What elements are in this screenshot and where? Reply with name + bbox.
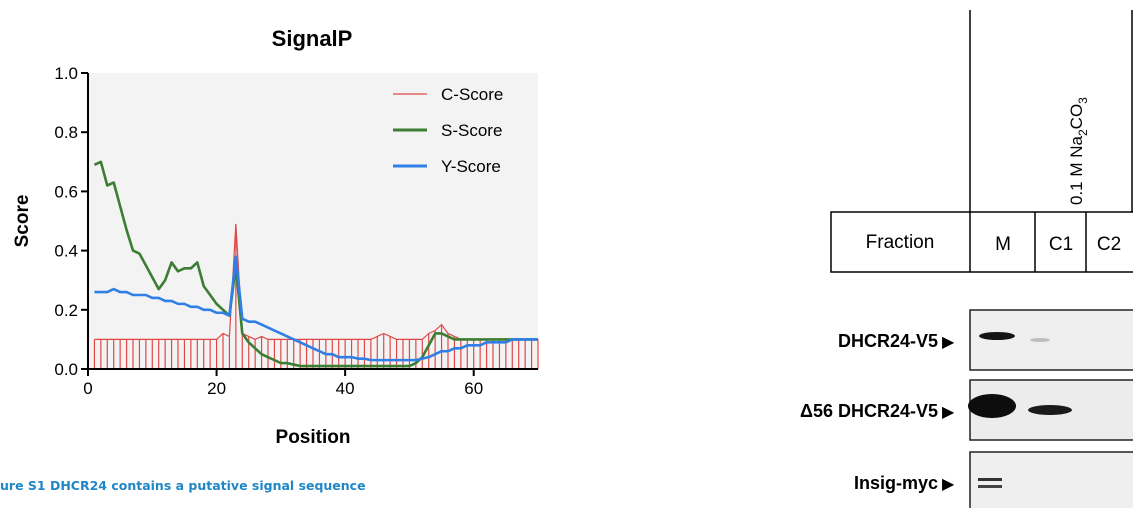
y-tick-label: 1.0 xyxy=(54,64,78,83)
lane-label-m: M xyxy=(995,234,1011,255)
western-blot-panel: 0.1 M Na2CO3 Fraction M C1 C2 DHCR24-V5 … xyxy=(800,10,1133,508)
x-axis-ticks: 0 20 40 60 xyxy=(83,369,483,398)
band-dhcr24-c1 xyxy=(1030,338,1050,342)
y-tick-label: 0.4 xyxy=(54,242,78,261)
legend-label-s-score: S-Score xyxy=(441,121,502,140)
y-axis-ticks: 0.0 0.2 0.4 0.6 0.8 1.0 xyxy=(54,64,88,379)
x-tick-label: 40 xyxy=(336,379,355,398)
band-insig-m-1 xyxy=(978,478,1002,481)
blot-strip-1 xyxy=(969,309,1133,371)
y-axis-label: Score xyxy=(12,195,33,248)
y-tick-label: 0.0 xyxy=(54,360,78,379)
figure-caption: ure S1 DHCR24 contains a putative signal… xyxy=(0,478,366,493)
x-tick-label: 20 xyxy=(207,379,226,398)
row-arrow-insig: ▶ xyxy=(942,474,955,493)
band-insig-m-2 xyxy=(978,485,1002,488)
row-label-dhcr24: DHCR24-V5 xyxy=(838,331,938,351)
row-arrow-d56: ▶ xyxy=(942,402,955,421)
row-label-d56: Δ56 DHCR24-V5 xyxy=(800,401,938,421)
legend-label-c-score: C-Score xyxy=(441,85,503,104)
x-tick-label: 60 xyxy=(464,379,483,398)
treatment-label: 0.1 M Na2CO3 xyxy=(1067,97,1090,205)
y-score-line xyxy=(94,255,538,362)
s-score-line xyxy=(93,160,538,368)
lane-label-c1: C1 xyxy=(1049,234,1073,255)
y-tick-label: 0.2 xyxy=(54,301,78,320)
y-tick-label: 0.8 xyxy=(54,123,78,142)
signalp-chart: SignalP 0.0 0.2 0.4 0.6 0.8 1.0 0 20 40 60 Score… xyxy=(12,26,539,448)
band-d56-m xyxy=(968,394,1016,418)
band-d56-c1 xyxy=(1028,405,1072,415)
row-label-insig: Insig-myc xyxy=(854,473,938,493)
plot-area xyxy=(88,73,538,369)
lane-label-c2: C2 xyxy=(1097,234,1121,255)
legend: C-Score S-Score Y-Score xyxy=(393,85,503,176)
fraction-label: Fraction xyxy=(866,232,935,253)
c-score-bars xyxy=(93,223,539,369)
fraction-header-box xyxy=(830,211,1133,273)
x-tick-label: 0 xyxy=(83,379,92,398)
chart-title: SignalP xyxy=(272,26,353,51)
row-arrow-dhcr24: ▶ xyxy=(942,332,955,351)
y-tick-label: 0.6 xyxy=(54,182,78,201)
legend-label-y-score: Y-Score xyxy=(441,157,501,176)
score-lines xyxy=(93,160,538,368)
x-axis-label: Position xyxy=(276,427,351,448)
band-dhcr24-m xyxy=(979,332,1015,340)
